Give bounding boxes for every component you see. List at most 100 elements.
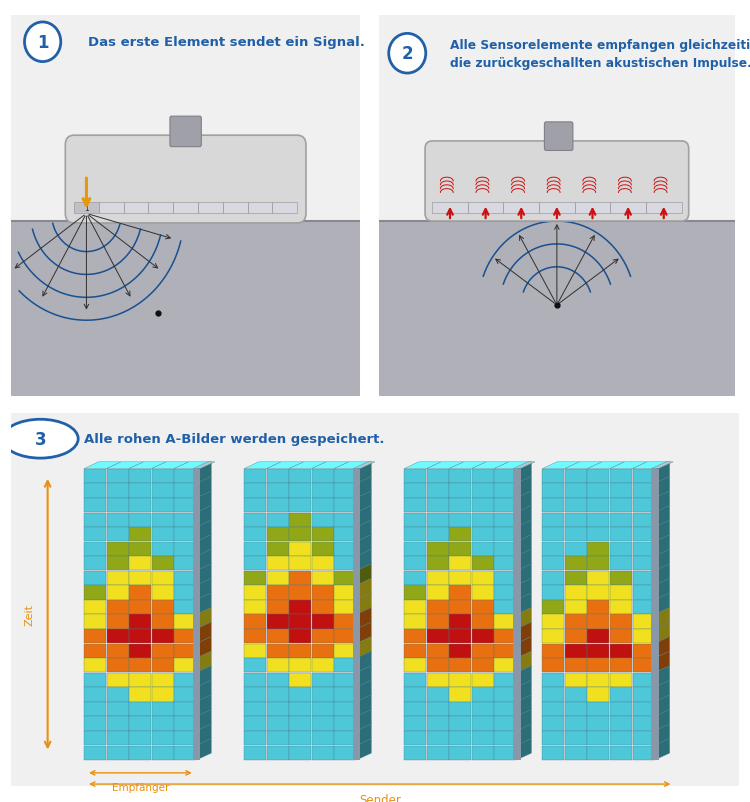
Bar bbox=[404, 513, 426, 527]
Bar bbox=[174, 702, 196, 716]
Bar bbox=[223, 203, 248, 214]
Polygon shape bbox=[655, 578, 670, 600]
Polygon shape bbox=[357, 637, 371, 658]
Bar bbox=[106, 557, 128, 571]
Polygon shape bbox=[312, 462, 349, 469]
Bar bbox=[468, 203, 503, 214]
Bar bbox=[565, 600, 586, 614]
Bar bbox=[244, 746, 266, 759]
Bar bbox=[312, 528, 334, 541]
Bar bbox=[266, 731, 289, 745]
Polygon shape bbox=[196, 680, 211, 702]
Bar bbox=[334, 557, 356, 571]
Text: 2: 2 bbox=[401, 45, 413, 63]
Bar bbox=[152, 498, 174, 512]
Polygon shape bbox=[196, 492, 211, 512]
Bar bbox=[74, 203, 99, 214]
Bar bbox=[272, 203, 297, 214]
Bar bbox=[152, 673, 174, 687]
Bar bbox=[494, 542, 516, 557]
Bar bbox=[106, 542, 128, 557]
Bar bbox=[432, 203, 468, 214]
Bar bbox=[148, 203, 173, 214]
Bar bbox=[494, 702, 516, 716]
Bar bbox=[610, 673, 632, 687]
Bar bbox=[404, 673, 426, 687]
Polygon shape bbox=[357, 593, 371, 614]
Text: 3: 3 bbox=[34, 430, 46, 448]
Bar bbox=[542, 498, 564, 512]
Polygon shape bbox=[357, 564, 371, 585]
Polygon shape bbox=[357, 666, 371, 687]
Bar bbox=[542, 528, 564, 541]
Bar bbox=[244, 687, 266, 702]
Bar bbox=[494, 513, 516, 527]
Bar bbox=[174, 673, 196, 687]
Bar bbox=[174, 630, 196, 643]
Bar bbox=[174, 746, 196, 759]
Polygon shape bbox=[266, 462, 304, 469]
Bar bbox=[449, 585, 471, 600]
Bar bbox=[290, 513, 311, 527]
Bar bbox=[244, 630, 266, 643]
Bar bbox=[449, 614, 471, 629]
Bar bbox=[312, 644, 334, 658]
Bar bbox=[472, 513, 494, 527]
Bar bbox=[539, 203, 574, 214]
Bar bbox=[312, 484, 334, 498]
Polygon shape bbox=[517, 608, 532, 629]
Bar bbox=[290, 673, 311, 687]
Bar bbox=[334, 716, 356, 731]
Bar bbox=[334, 498, 356, 512]
Bar bbox=[379, 221, 735, 397]
Bar bbox=[449, 600, 471, 614]
Bar bbox=[472, 702, 494, 716]
Polygon shape bbox=[357, 739, 371, 759]
Bar bbox=[266, 484, 289, 498]
Bar bbox=[472, 542, 494, 557]
Bar bbox=[334, 528, 356, 541]
Bar bbox=[312, 658, 334, 673]
Bar bbox=[244, 542, 266, 557]
Bar bbox=[244, 644, 266, 658]
Bar bbox=[244, 469, 266, 484]
Polygon shape bbox=[196, 578, 211, 600]
Polygon shape bbox=[517, 651, 532, 673]
Bar bbox=[334, 746, 356, 759]
Bar bbox=[632, 746, 655, 759]
Bar bbox=[587, 673, 610, 687]
Bar bbox=[652, 469, 658, 759]
Bar bbox=[290, 746, 311, 759]
Bar bbox=[542, 600, 564, 614]
Bar bbox=[610, 630, 632, 643]
Bar bbox=[427, 600, 448, 614]
Circle shape bbox=[388, 34, 426, 74]
Bar bbox=[152, 731, 174, 745]
Bar bbox=[290, 644, 311, 658]
Polygon shape bbox=[357, 477, 371, 498]
Polygon shape bbox=[196, 462, 211, 484]
Polygon shape bbox=[244, 462, 281, 469]
Bar bbox=[574, 203, 610, 214]
Bar bbox=[610, 585, 632, 600]
Polygon shape bbox=[357, 506, 371, 527]
Bar bbox=[198, 203, 223, 214]
Bar bbox=[106, 658, 128, 673]
Bar bbox=[248, 203, 272, 214]
Bar bbox=[174, 585, 196, 600]
Bar bbox=[84, 498, 106, 512]
Bar bbox=[152, 542, 174, 557]
Bar bbox=[290, 716, 311, 731]
Bar bbox=[494, 731, 516, 745]
Bar bbox=[449, 571, 471, 585]
Bar bbox=[646, 203, 682, 214]
Polygon shape bbox=[565, 462, 602, 469]
Bar bbox=[290, 469, 311, 484]
Bar bbox=[84, 746, 106, 759]
Bar bbox=[404, 542, 426, 557]
Bar bbox=[174, 498, 196, 512]
Bar bbox=[106, 571, 128, 585]
Bar bbox=[266, 716, 289, 731]
Bar bbox=[84, 542, 106, 557]
Polygon shape bbox=[357, 462, 371, 484]
